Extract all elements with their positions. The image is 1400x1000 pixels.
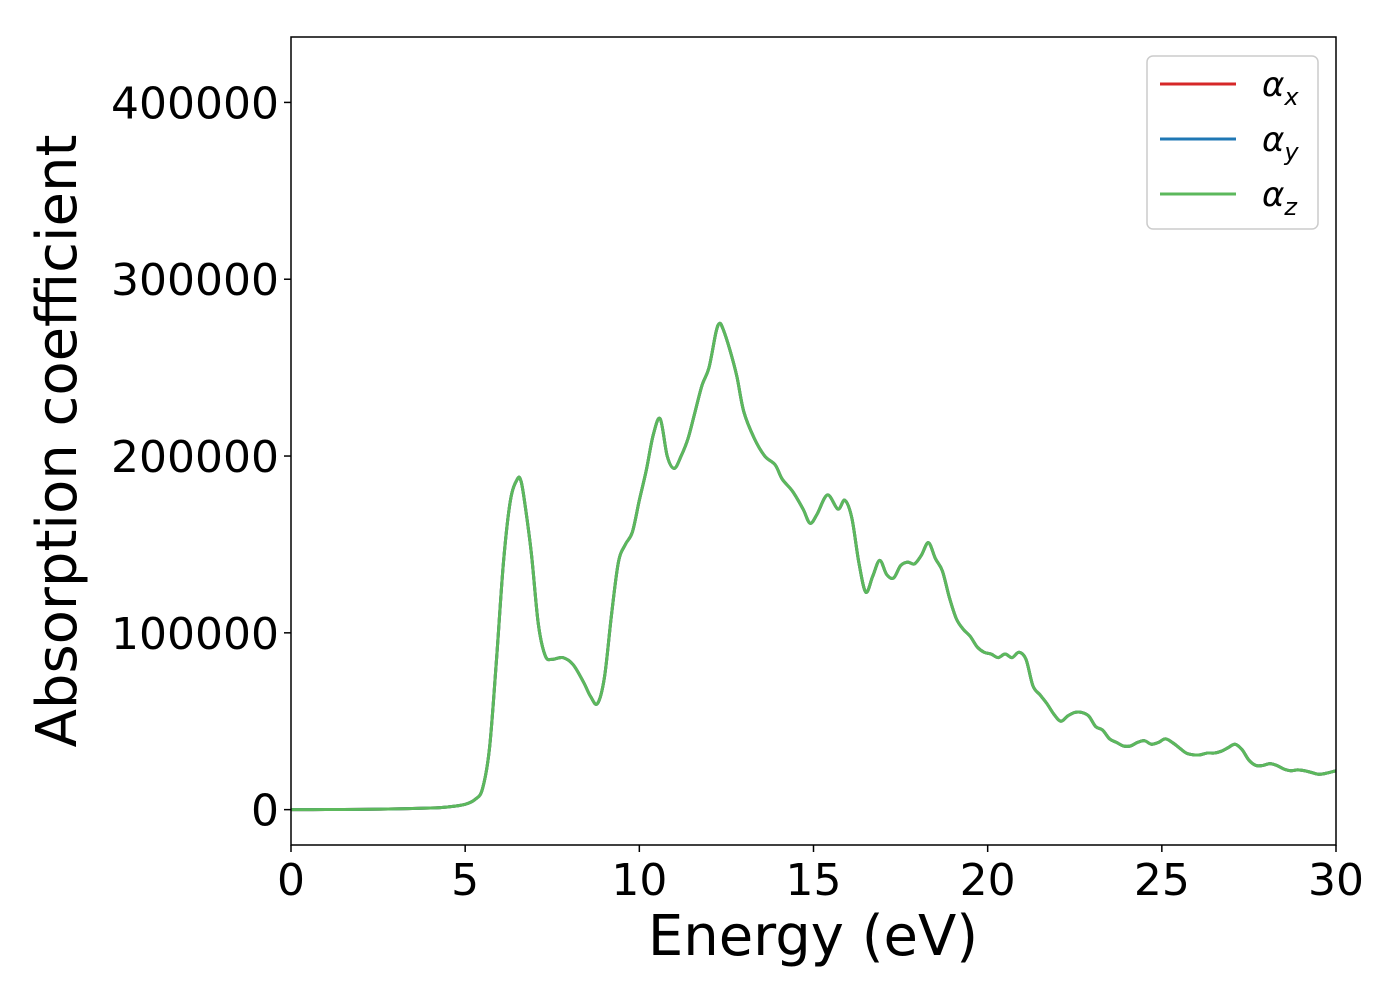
- series-line-2: [290, 321, 1337, 812]
- y-tick-label: 400000: [111, 78, 279, 129]
- legend-label-2: αy: [1262, 120, 1299, 166]
- legend-box: [1146, 55, 1319, 230]
- x-tick-label: 5: [451, 855, 479, 906]
- x-tick-label: 20: [960, 855, 1016, 906]
- legend-entries: αx αy αz: [1160, 65, 1299, 221]
- legend-label-3: αz: [1262, 175, 1298, 221]
- y-axis-ticks: 0 100000 200000 300000 400000: [111, 78, 291, 837]
- x-axis-label: Energy (eV): [648, 904, 978, 969]
- y-tick-label: 200000: [111, 432, 279, 483]
- legend-label-1: αx: [1262, 65, 1299, 111]
- x-axis-ticks: 0 5 10 15 20 25 30: [277, 845, 1364, 906]
- x-tick-label: 25: [1134, 855, 1190, 906]
- series-line-3: [290, 321, 1337, 812]
- y-axis-label: Absorption coefficient: [25, 135, 90, 748]
- x-tick-label: 10: [611, 855, 667, 906]
- series-line-1: [290, 321, 1337, 812]
- series-layer: [290, 321, 1337, 812]
- y-tick-label: 100000: [111, 609, 279, 660]
- y-tick-label: 0: [251, 786, 279, 837]
- x-tick-label: 30: [1308, 855, 1364, 906]
- y-tick-label: 300000: [111, 255, 279, 306]
- legend: αx αy αz: [1146, 55, 1319, 230]
- x-tick-label: 0: [277, 855, 305, 906]
- x-tick-label: 15: [786, 855, 842, 906]
